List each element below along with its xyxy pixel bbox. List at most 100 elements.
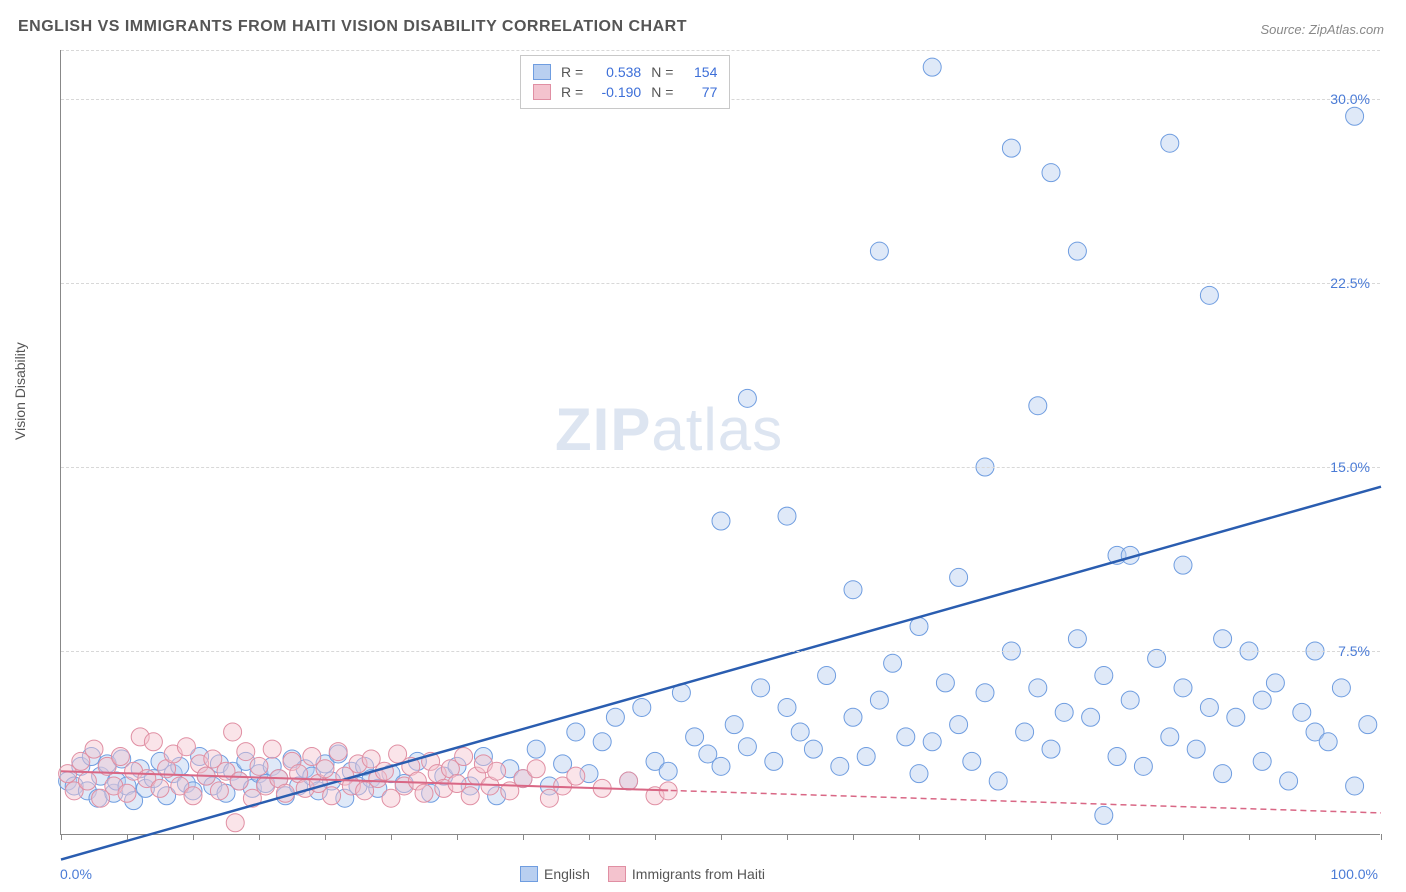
x-tick <box>1381 834 1382 840</box>
data-point <box>1174 679 1192 697</box>
data-point <box>237 743 255 761</box>
data-point <box>1359 716 1377 734</box>
x-tick <box>127 834 128 840</box>
data-point <box>1214 630 1232 648</box>
data-point <box>844 581 862 599</box>
data-point <box>567 723 585 741</box>
data-point <box>488 762 506 780</box>
x-tick <box>391 834 392 840</box>
data-point <box>1293 703 1311 721</box>
data-point <box>778 698 796 716</box>
data-point <box>527 760 545 778</box>
x-tick <box>1117 834 1118 840</box>
data-point <box>725 716 743 734</box>
r-value: 0.538 <box>593 64 641 80</box>
data-point <box>1095 806 1113 824</box>
data-point <box>567 767 585 785</box>
data-point <box>1082 708 1100 726</box>
source-label: Source: ZipAtlas.com <box>1260 22 1384 37</box>
data-point <box>950 568 968 586</box>
data-point <box>857 748 875 766</box>
y-tick-label: 22.5% <box>1330 275 1370 291</box>
data-point <box>752 679 770 697</box>
data-point <box>184 787 202 805</box>
data-point <box>1095 667 1113 685</box>
data-point <box>1042 740 1060 758</box>
data-point <box>950 716 968 734</box>
data-point <box>1200 286 1218 304</box>
data-point <box>1055 703 1073 721</box>
chart-title: ENGLISH VS IMMIGRANTS FROM HAITI VISION … <box>18 18 687 36</box>
gridline <box>61 467 1380 468</box>
data-point <box>455 748 473 766</box>
legend-label: English <box>544 866 590 882</box>
legend-stat-row: R =-0.190N =77 <box>533 82 717 102</box>
data-point <box>1108 748 1126 766</box>
data-point <box>118 784 136 802</box>
data-point <box>323 787 341 805</box>
n-value: 154 <box>683 64 717 80</box>
data-point <box>1174 556 1192 574</box>
x-tick <box>325 834 326 840</box>
x-tick <box>1249 834 1250 840</box>
legend-stat-row: R = 0.538 N = 154 <box>533 62 717 82</box>
data-point <box>884 654 902 672</box>
legend-swatch <box>533 64 551 80</box>
y-axis-label: Vision Disability <box>12 342 28 440</box>
y-tick-label: 30.0% <box>1330 91 1370 107</box>
data-point <box>1253 752 1271 770</box>
legend-item: Immigrants from Haiti <box>608 866 765 882</box>
series-legend: English Immigrants from Haiti <box>520 866 765 882</box>
x-tick <box>655 834 656 840</box>
data-point <box>461 787 479 805</box>
legend-swatch <box>520 866 538 882</box>
x-tick <box>853 834 854 840</box>
data-point <box>210 782 228 800</box>
data-point <box>250 757 268 775</box>
n-label: N = <box>651 64 673 80</box>
data-point <box>1148 649 1166 667</box>
r-label: R = <box>561 64 583 80</box>
x-tick <box>259 834 260 840</box>
x-tick <box>61 834 62 840</box>
data-point <box>1042 164 1060 182</box>
legend-swatch <box>608 866 626 882</box>
gridline <box>61 651 1380 652</box>
gridline <box>61 50 1380 51</box>
data-point <box>316 760 334 778</box>
data-point <box>923 733 941 751</box>
x-tick <box>193 834 194 840</box>
data-point <box>1016 723 1034 741</box>
data-point <box>226 814 244 832</box>
data-point <box>144 733 162 751</box>
data-point <box>804 740 822 758</box>
correlation-legend: R = 0.538 N = 154 R =-0.190N =77 <box>520 55 730 109</box>
data-point <box>1134 757 1152 775</box>
data-point <box>606 708 624 726</box>
chart-plot-area: 7.5% 15.0% 22.5% 30.0% <box>60 50 1380 835</box>
data-point <box>1253 691 1271 709</box>
x-axis-max-label: 100.0% <box>1331 866 1378 882</box>
x-tick <box>1183 834 1184 840</box>
data-point <box>620 772 638 790</box>
trendline <box>61 487 1381 860</box>
data-point <box>738 389 756 407</box>
y-tick-label: 15.0% <box>1330 459 1370 475</box>
data-point <box>1068 630 1086 648</box>
n-label: N = <box>651 84 673 100</box>
data-point <box>1280 772 1298 790</box>
data-point <box>738 738 756 756</box>
data-point <box>870 691 888 709</box>
legend-swatch <box>533 84 551 100</box>
data-point <box>791 723 809 741</box>
data-point <box>831 757 849 775</box>
data-point <box>870 242 888 260</box>
data-point <box>224 723 242 741</box>
data-point <box>78 772 96 790</box>
data-point <box>111 748 129 766</box>
data-point <box>1002 139 1020 157</box>
y-tick-label: 7.5% <box>1338 643 1370 659</box>
data-point <box>1200 698 1218 716</box>
data-point <box>963 752 981 770</box>
scatter-plot-svg <box>61 50 1380 834</box>
